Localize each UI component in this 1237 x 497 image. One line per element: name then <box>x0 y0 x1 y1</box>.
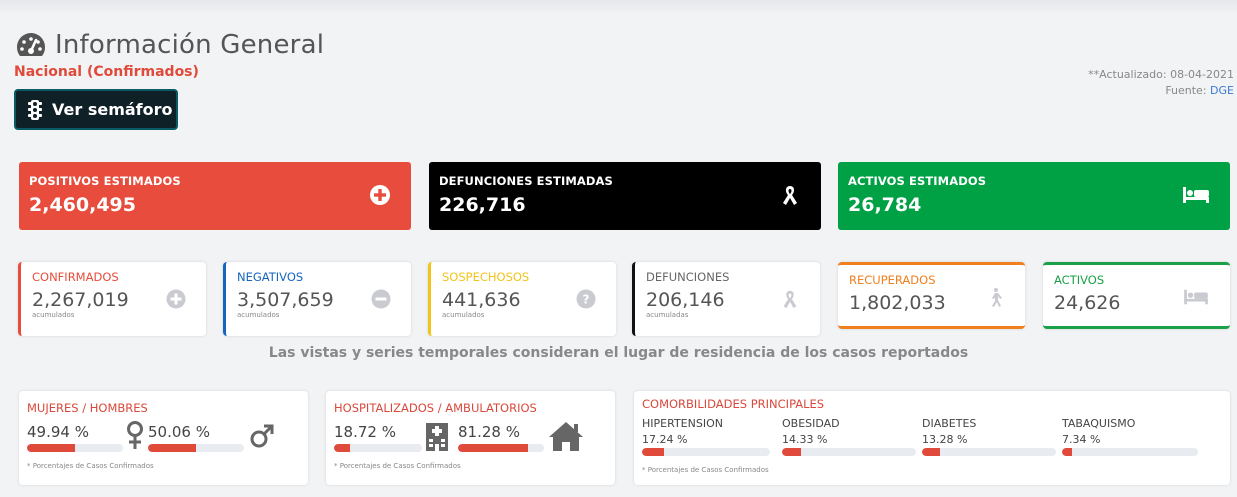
comorbidities-panel: COMORBILIDADES PRINCIPALES HIPERTENSION … <box>634 391 1230 485</box>
panel-title: COMORBILIDADES PRINCIPALES <box>642 397 825 411</box>
svg-text:?: ? <box>583 293 590 307</box>
hospital-panel: HOSPITALIZADOS / AMBULATORIOS 18.72 % 81… <box>326 391 615 485</box>
obesity-bar <box>782 448 916 456</box>
men-bar <box>148 444 244 452</box>
card-value: 1,802,033 <box>849 292 946 314</box>
card-sublabel: acumulados <box>237 311 280 319</box>
panel-footnote: * Porcentajes de Casos Confirmados <box>27 462 154 470</box>
diabetes-label: DIABETES <box>922 417 977 430</box>
diabetes-bar-fill <box>922 448 940 456</box>
gauge-icon <box>16 33 46 56</box>
hospitalized-bar-fill <box>334 444 351 452</box>
deaths-card: DEFUNCIONES 206,146 acumuladas <box>632 262 820 336</box>
walking-icon <box>992 288 1002 307</box>
bed-icon <box>1184 289 1208 305</box>
ribbon-icon <box>783 186 797 205</box>
women-percent: 49.94 % <box>27 423 89 441</box>
estimated-positives-card: POSITIVOS ESTIMADOS 2,460,495 <box>19 162 411 230</box>
card-label: DEFUNCIONES ESTIMADAS <box>439 174 613 188</box>
card-label: RECUPERADOS <box>849 273 936 287</box>
minus-circle-icon <box>371 289 391 309</box>
bed-icon <box>1183 187 1209 203</box>
update-info: **Actualizado: 08-04-2021 Fuente: DGE <box>1088 67 1234 99</box>
smoking-bar <box>1062 448 1198 456</box>
smoking-label: TABAQUISMO <box>1062 417 1136 430</box>
smoking-percent: 7.34 % <box>1062 433 1101 446</box>
hospitalized-percent: 18.72 % <box>334 423 396 441</box>
men-percent: 50.06 % <box>148 423 210 441</box>
panel-title: HOSPITALIZADOS / AMBULATORIOS <box>334 401 537 415</box>
traffic-light-icon <box>28 99 42 120</box>
view-semaforo-button[interactable]: Ver semáforo <box>14 89 178 130</box>
hypertension-bar <box>642 448 770 456</box>
page-subtitle: Nacional (Confirmados) <box>14 64 199 80</box>
women-bar <box>27 444 123 452</box>
active-card: ACTIVOS 24,626 <box>1043 262 1230 329</box>
hospital-icon <box>426 423 448 451</box>
residence-note: Las vistas y series temporales considera… <box>268 345 969 361</box>
hypertension-label: HIPERTENSION <box>642 417 723 430</box>
page-title: Información General <box>55 30 325 60</box>
men-bar-fill <box>148 444 197 452</box>
hypertension-percent: 17.24 % <box>642 433 688 446</box>
estimated-active-card: ACTIVOS ESTIMADOS 26,784 <box>838 162 1230 230</box>
updated-date: **Actualizado: 08-04-2021 <box>1088 68 1234 81</box>
question-circle-icon: ? <box>576 289 596 309</box>
card-label: DEFUNCIONES <box>646 270 730 284</box>
ambulatory-percent: 81.28 % <box>458 423 520 441</box>
card-label: NEGATIVOS <box>237 270 304 284</box>
recovered-card: RECUPERADOS 1,802,033 <box>838 262 1025 329</box>
card-label: POSITIVOS ESTIMADOS <box>29 174 181 188</box>
plus-circle-icon <box>370 185 390 205</box>
card-value: 24,626 <box>1054 292 1121 314</box>
panel-title: MUJERES / HOMBRES <box>27 401 148 415</box>
female-icon <box>127 421 143 449</box>
card-label: SOSPECHOSOS <box>442 270 530 284</box>
plus-circle-icon <box>166 289 186 309</box>
women-bar-fill <box>27 444 75 452</box>
obesity-percent: 14.33 % <box>782 433 828 446</box>
estimated-deaths-card: DEFUNCIONES ESTIMADAS 226,716 <box>429 162 821 230</box>
card-value: 2,267,019 <box>32 289 129 311</box>
card-value: 441,636 <box>442 289 521 311</box>
view-semaforo-label: Ver semáforo <box>52 100 173 119</box>
diabetes-percent: 13.28 % <box>922 433 968 446</box>
gender-panel: MUJERES / HOMBRES 49.94 % 50.06 % * Porc… <box>19 391 308 485</box>
card-sublabel: acumulados <box>32 311 75 319</box>
panel-footnote: * Porcentajes de Casos Confirmados <box>642 466 769 474</box>
suspected-card: SOSPECHOSOS 441,636 acumulados ? <box>428 262 616 336</box>
card-value: 3,507,659 <box>237 289 334 311</box>
card-value: 2,460,495 <box>29 194 136 216</box>
hospitalized-bar <box>334 444 422 452</box>
page-header: Información General <box>15 30 324 60</box>
top-bar <box>0 0 1237 14</box>
ribbon-icon <box>783 290 797 309</box>
card-label: ACTIVOS <box>1054 273 1105 287</box>
smoking-bar-fill <box>1062 448 1072 456</box>
male-icon <box>250 424 274 448</box>
diabetes-bar <box>922 448 1056 456</box>
obesity-bar-fill <box>782 448 802 456</box>
confirmed-card: CONFIRMADOS 2,267,019 acumulados <box>18 262 206 336</box>
card-value: 26,784 <box>848 194 922 216</box>
ambulatory-bar-fill <box>458 444 528 452</box>
card-value: 206,146 <box>646 289 725 311</box>
source-label: Fuente: <box>1165 84 1207 97</box>
home-icon <box>549 422 583 451</box>
hypertension-bar-fill <box>642 448 665 456</box>
card-label: CONFIRMADOS <box>32 270 119 284</box>
card-label: ACTIVOS ESTIMADOS <box>848 174 987 188</box>
ambulatory-bar <box>458 444 544 452</box>
negatives-card: NEGATIVOS 3,507,659 acumulados <box>223 262 411 336</box>
card-value: 226,716 <box>439 194 526 216</box>
panel-footnote: * Porcentajes de Casos Confirmados <box>334 462 461 470</box>
obesity-label: OBESIDAD <box>782 417 840 430</box>
card-sublabel: acumuladas <box>646 311 689 319</box>
card-sublabel: acumulados <box>442 311 485 319</box>
source-link[interactable]: DGE <box>1210 84 1234 97</box>
